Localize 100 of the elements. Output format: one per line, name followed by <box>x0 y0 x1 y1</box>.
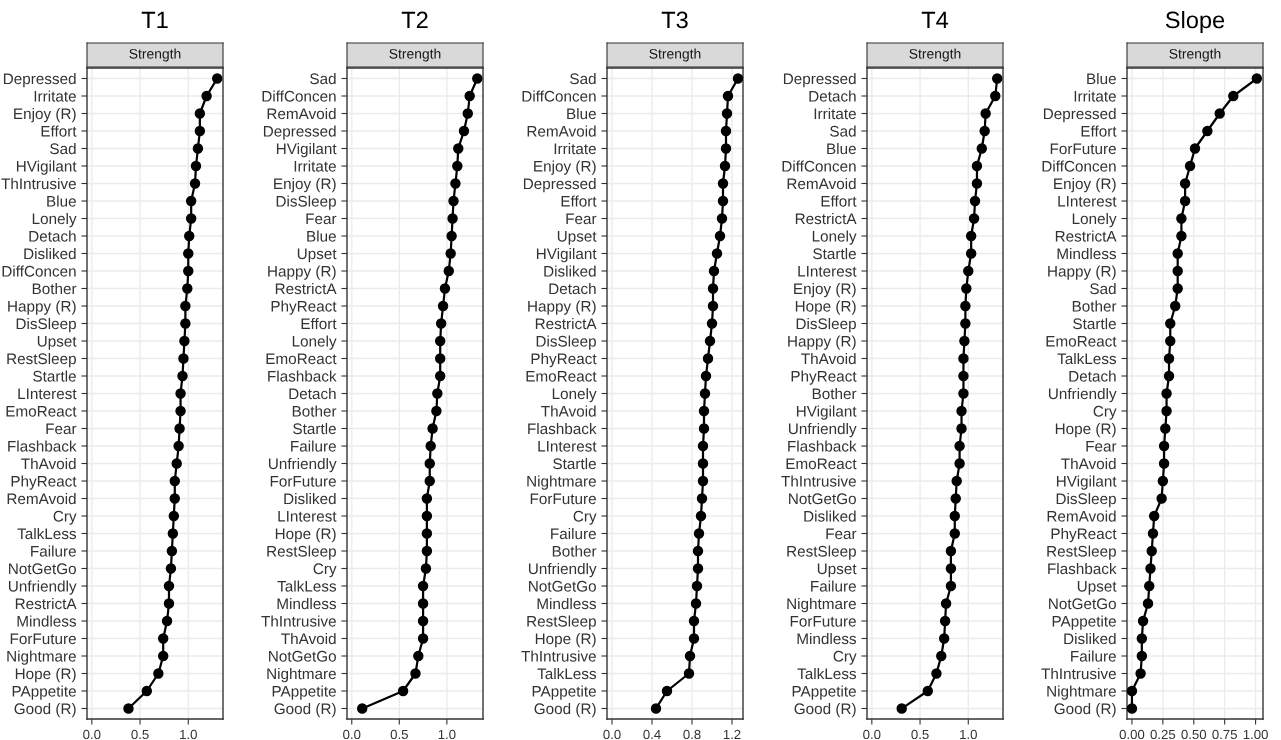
y-tick-label: RestSleep <box>787 545 856 560</box>
y-tick-label: Blue <box>827 142 856 155</box>
y-tick-label: Nightmare <box>527 475 596 490</box>
y-tick-label: Bother <box>552 545 597 557</box>
point <box>427 423 438 434</box>
y-tick-label: LInterest <box>538 441 597 452</box>
point <box>1165 335 1176 347</box>
y-tick-label: Detach <box>809 90 856 102</box>
point <box>439 283 451 294</box>
y-tick-label: PhyReact <box>271 300 337 315</box>
y-tick-label: Depressed <box>523 177 596 193</box>
y-tick-label: Upset <box>557 231 597 245</box>
point <box>434 353 446 364</box>
y-tick-label: ThAvoid <box>801 352 856 365</box>
y-tick-label: Cry <box>833 650 857 665</box>
x-tick-label: 0.5 <box>390 729 408 740</box>
y-tick-label: Nightmare <box>1047 685 1116 700</box>
point <box>965 248 977 259</box>
y-tick-label: Fear <box>566 213 597 225</box>
y-tick-label: EmoReact <box>266 353 337 365</box>
y-tick-label: HVigilant <box>1056 475 1117 490</box>
y-tick-label: HVigilant <box>16 160 77 175</box>
y-tick-label: ThAvoid <box>1061 457 1116 470</box>
point <box>420 563 432 574</box>
point <box>1172 283 1183 294</box>
y-tick-label: LInterest <box>1058 196 1117 207</box>
point <box>157 650 169 662</box>
point <box>169 493 180 504</box>
y-tick-label: PhyReact <box>791 370 857 385</box>
point <box>161 615 173 627</box>
point <box>945 563 957 574</box>
y-tick-label: Lonely <box>552 387 597 403</box>
x-tick-label: 1.00 <box>1243 729 1268 740</box>
y-tick-label: EmoReact <box>786 458 857 470</box>
point <box>950 493 961 504</box>
point <box>1172 248 1183 259</box>
point <box>163 598 175 609</box>
point <box>693 528 705 539</box>
point <box>462 108 473 119</box>
point <box>450 178 461 189</box>
y-tick-label: ThAvoid <box>21 457 76 470</box>
point <box>968 213 980 224</box>
point <box>1189 143 1201 154</box>
y-tick-label: TalkLess <box>1057 352 1117 365</box>
y-tick-label: DisSleep <box>16 317 76 333</box>
point <box>175 388 186 399</box>
point <box>357 703 368 714</box>
y-tick-label: Effort <box>1081 125 1117 137</box>
y-tick-label: DisSleep <box>796 317 856 333</box>
y-tick-label: NotGetGo <box>1049 598 1116 610</box>
y-tick-label: Sad <box>310 72 336 85</box>
y-tick-label: RestSleep <box>7 352 76 368</box>
point <box>698 423 710 434</box>
x-tick-label: 1.2 <box>723 729 741 739</box>
point <box>123 703 134 714</box>
y-tick-label: Unfriendly <box>268 457 337 473</box>
y-tick-label: HVigilant <box>796 405 857 420</box>
y-tick-label: Mindless <box>537 597 597 610</box>
y-tick-label: Lonely <box>32 212 77 228</box>
y-tick-label: Flashback <box>1048 562 1117 575</box>
y-tick-label: DisSleep <box>536 335 596 350</box>
y-tick-label: Flashback <box>268 370 337 382</box>
y-tick-label: Good (R) <box>274 702 336 718</box>
point <box>954 458 965 469</box>
point <box>963 265 974 277</box>
y-tick-label: Effort <box>301 317 337 330</box>
point <box>990 90 1001 102</box>
point <box>707 300 719 312</box>
y-tick-label: ThIntrusive <box>521 650 596 662</box>
point <box>417 615 429 627</box>
point <box>1176 230 1187 242</box>
y-tick-label: RestrictA <box>795 212 857 225</box>
point <box>212 73 223 84</box>
y-tick-label: HVigilant <box>536 247 597 263</box>
point <box>169 475 180 487</box>
point <box>185 195 197 207</box>
y-tick-label: RestSleep <box>1047 545 1116 560</box>
y-tick-label: Depressed <box>263 125 336 140</box>
y-tick-label: Unfriendly <box>1048 387 1117 403</box>
x-tick-label: 0.5 <box>131 729 149 740</box>
y-tick-label: Irritate <box>814 107 856 120</box>
point <box>1127 703 1138 714</box>
x-tick-label: 0.4 <box>643 729 661 740</box>
y-tick-label: Unfriendly <box>528 562 597 578</box>
y-tick-label: ThIntrusive <box>261 615 336 627</box>
y-tick-label: TalkLess <box>537 667 597 680</box>
y-tick-label: PAppetite <box>272 685 336 700</box>
y-tick-label: Irritate <box>34 90 76 102</box>
point <box>445 248 456 259</box>
point <box>940 598 952 609</box>
y-tick-label: NotGetGo <box>9 563 76 575</box>
point <box>182 283 193 294</box>
point <box>688 615 700 627</box>
y-tick-label: Blue <box>567 107 596 120</box>
y-tick-label: Hope (R) <box>15 667 76 683</box>
chart-subtitle: Strength <box>909 48 961 62</box>
point <box>980 108 991 119</box>
x-tick-label: 1.0 <box>438 729 456 740</box>
y-tick-label: EmoReact <box>6 406 77 417</box>
point <box>706 318 718 329</box>
